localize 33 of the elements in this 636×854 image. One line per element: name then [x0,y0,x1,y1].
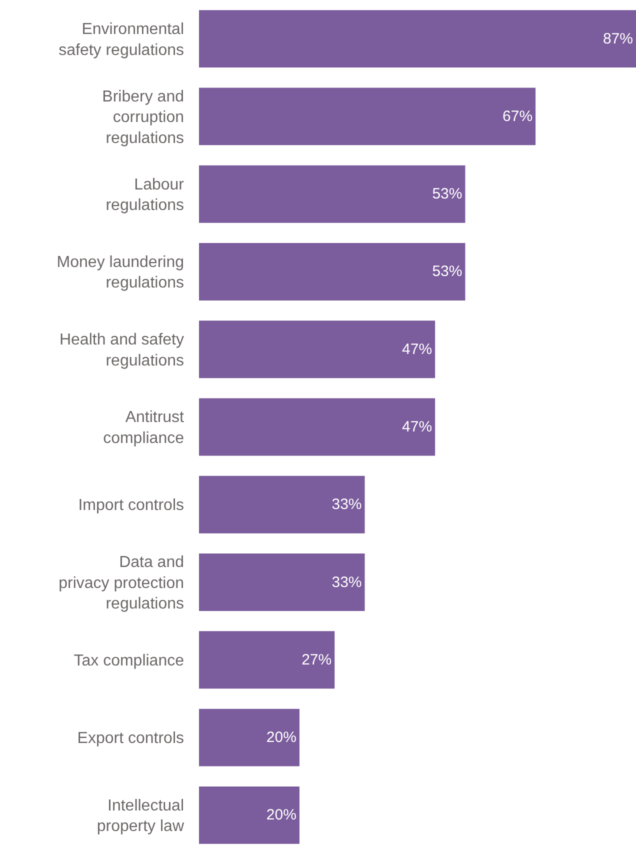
data-label: 27% [302,651,332,668]
y-tick-label: Labour regulations [106,176,185,214]
y-tick-label: Antitrust compliance [103,409,185,447]
data-label: 47% [402,418,432,436]
data-label: 67% [502,108,533,125]
bar [199,165,466,223]
bar [199,476,365,534]
bar [199,243,466,300]
bar [199,88,536,146]
data-label: 53% [432,263,462,280]
data-label: 20% [266,729,296,746]
bar [199,631,335,689]
data-label: 53% [432,186,462,203]
bar [199,10,636,68]
bar [199,398,436,456]
bar [199,554,365,611]
y-tick-label: Intellectual property law [96,797,184,836]
y-tick-label: Data and privacy protection regulations [58,554,184,613]
y-tick-label: Import controls [78,497,184,514]
data-label: 33% [332,574,362,591]
y-tick-label: Environmental safety regulations [58,21,184,59]
bar [199,708,300,766]
data-label: 20% [266,806,296,824]
bar [199,320,436,378]
y-tick-label: Health and safety regulations [59,332,184,370]
y-tick-label: Export controls [77,730,184,748]
y-tick-label: Tax compliance [74,652,184,670]
y-tick-label: Money laundering regulations [56,254,184,292]
data-label: 47% [402,340,432,358]
data-label: 33% [332,496,362,514]
bar [199,786,300,844]
y-tick-label: Bribery and corruption regulations [102,88,184,147]
data-label: 87% [602,30,633,48]
